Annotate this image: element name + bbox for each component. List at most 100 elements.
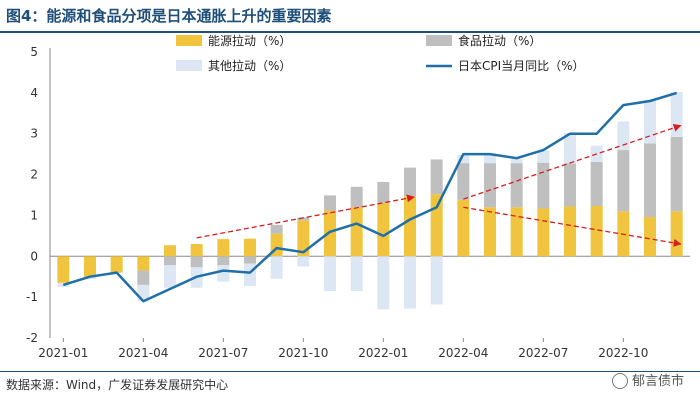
energy-bar xyxy=(84,256,96,277)
energy-bar xyxy=(137,256,150,271)
other-bar xyxy=(270,256,283,279)
x-tick-label: 2022-04 xyxy=(438,346,488,360)
legend: 能源拉动（%） 食品拉动（%） 其他拉动（%） 日本CPI当月同比（%） xyxy=(176,33,585,73)
y-tick-label: 3 xyxy=(30,127,38,141)
trend-arrow xyxy=(196,194,415,239)
y-tick-label: -2 xyxy=(26,331,38,345)
food-bar xyxy=(137,270,150,285)
energy-bar xyxy=(457,199,470,257)
food-bar xyxy=(510,163,523,208)
x-tick-label: 2021-04 xyxy=(118,346,168,360)
legend-swatch xyxy=(426,35,452,46)
energy-bar xyxy=(537,208,550,257)
legend-label: 日本CPI当月同比（%） xyxy=(458,59,585,73)
other-bar xyxy=(484,154,496,164)
axes: -2 -1 0 1 2 3 4 5 2021-01 2021-04 2021-07 2021-10 20… xyxy=(26,45,690,360)
energy-bar xyxy=(670,211,683,257)
other-bar xyxy=(350,256,363,292)
other-bar xyxy=(670,92,683,137)
cpi-line xyxy=(62,91,678,303)
energy-bar xyxy=(297,220,310,257)
other-bar xyxy=(510,159,523,164)
energy-bar xyxy=(57,256,70,283)
legend-label: 食品拉动（%） xyxy=(458,33,541,48)
energy-bar xyxy=(324,210,336,257)
energy-bar xyxy=(644,217,656,257)
food-bar xyxy=(244,256,256,264)
trend-arrow xyxy=(463,123,682,200)
food-bar xyxy=(324,195,336,211)
other-bar xyxy=(564,132,576,164)
energy-bar xyxy=(590,206,603,257)
chart-title: 图4：能源和食品分项是日本通胀上升的重要因素 xyxy=(6,7,332,25)
y-tick-label: 2 xyxy=(30,168,38,182)
food-bar xyxy=(164,256,176,266)
food-bar xyxy=(350,186,363,208)
wechat-icon xyxy=(611,372,628,389)
energy-bar xyxy=(404,196,416,257)
other-bar xyxy=(297,256,310,267)
food-bar xyxy=(404,167,416,197)
legend-swatch xyxy=(176,35,202,46)
legend-swatch xyxy=(176,60,202,71)
energy-bar xyxy=(430,194,443,257)
food-bar xyxy=(297,217,310,221)
energy-bar xyxy=(217,239,230,257)
food-bar xyxy=(670,136,683,212)
energy-bar xyxy=(190,244,203,257)
x-tick-label: 2021-07 xyxy=(198,346,248,360)
food-bar xyxy=(377,181,390,204)
bars-layer xyxy=(57,92,683,310)
x-tick-label: 2021-01 xyxy=(38,346,88,360)
other-bar xyxy=(430,256,443,305)
energy-bar xyxy=(484,207,496,257)
other-bar xyxy=(404,256,416,309)
watermark-text: 郁言债市 xyxy=(631,374,684,389)
source-note: 数据来源：Wind，广发证券发展研究中心 xyxy=(6,378,229,392)
other-bar xyxy=(644,100,656,144)
x-tick-label: 2021-10 xyxy=(278,346,328,360)
other-bar xyxy=(324,256,336,292)
food-bar xyxy=(270,224,283,234)
food-bar xyxy=(430,159,443,195)
food-bar xyxy=(590,161,603,207)
energy-bar xyxy=(510,207,523,257)
x-tick-label: 2022-07 xyxy=(518,346,568,360)
x-tick-label: 2022-10 xyxy=(598,346,648,360)
watermark: 郁言债市 xyxy=(611,370,684,390)
energy-bar xyxy=(350,207,363,257)
other-bar xyxy=(537,150,550,163)
other-bar xyxy=(457,154,470,164)
y-tick-label: -1 xyxy=(26,290,38,304)
energy-bar xyxy=(164,245,176,257)
trend-arrows xyxy=(196,123,682,247)
food-bar xyxy=(617,150,630,212)
other-bar xyxy=(617,121,630,151)
legend-label: 能源拉动（%） xyxy=(208,33,291,48)
title-bar: 图4：能源和食品分项是日本通胀上升的重要因素 xyxy=(0,0,700,33)
cpi-line-layer xyxy=(62,91,678,303)
title-divider xyxy=(0,31,700,33)
food-bar xyxy=(484,163,496,208)
energy-bar xyxy=(377,203,390,257)
energy-bar xyxy=(110,256,123,273)
y-tick-label: 0 xyxy=(30,249,38,263)
food-bar xyxy=(190,256,203,268)
x-tick-label: 2022-01 xyxy=(358,346,408,360)
energy-bar xyxy=(564,206,576,257)
food-bar xyxy=(217,256,230,266)
other-bar xyxy=(217,265,230,282)
food-bar xyxy=(537,162,550,209)
chart-area: 能源拉动（%） 食品拉动（%） 其他拉动（%） 日本CPI当月同比（%） -2 -1 0 1… xyxy=(26,33,690,360)
other-bar xyxy=(164,265,176,288)
other-bar xyxy=(377,256,390,310)
food-bar xyxy=(564,163,576,207)
y-tick-label: 1 xyxy=(30,208,38,222)
footer-divider xyxy=(0,371,700,372)
energy-bar xyxy=(244,238,256,257)
food-bar xyxy=(644,143,656,218)
food-bar xyxy=(457,163,470,200)
trend-arrow xyxy=(463,206,682,247)
y-tick-label: 5 xyxy=(30,45,38,59)
other-bar xyxy=(244,263,256,287)
